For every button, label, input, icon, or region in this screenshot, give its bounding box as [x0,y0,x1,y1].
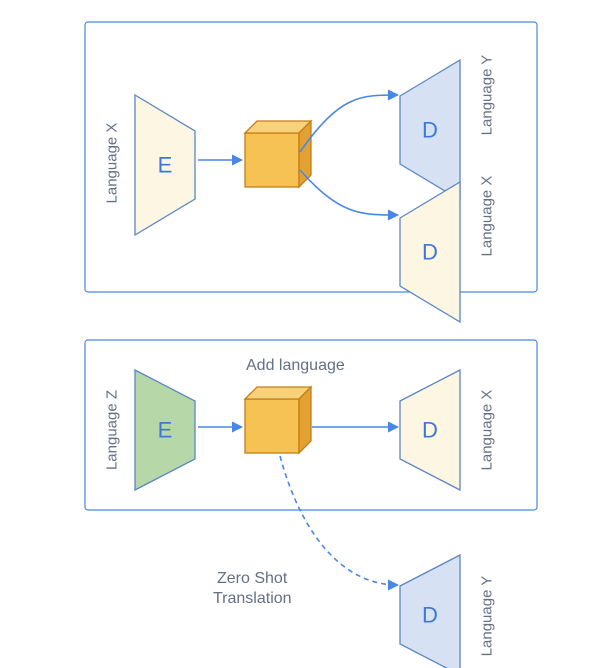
langX_top: Language X [479,176,496,257]
diagram-canvas: E D D E D D Language X Language Y Language X Lang… [0,0,598,668]
langY_bot: Language Y [479,576,496,657]
dec1y-label: D [422,118,438,143]
cube1 [245,121,311,187]
dec1x-label: D [422,240,438,265]
add_lang: Add language [246,357,345,374]
cube2 [245,387,311,453]
enc2-label: E [158,418,173,443]
dec3y: D [400,555,460,668]
langY_top: Language Y [479,55,496,136]
langX_mid: Language X [479,390,496,471]
dec2x-label: D [422,418,438,443]
langX_left: Language X [104,123,121,204]
enc1-label: E [158,153,173,178]
langZ_left: Language Z [104,390,121,470]
zero_shot2: Translation [213,590,292,607]
dec3y-label: D [422,603,438,628]
zero_shot1: Zero Shot [217,570,288,587]
